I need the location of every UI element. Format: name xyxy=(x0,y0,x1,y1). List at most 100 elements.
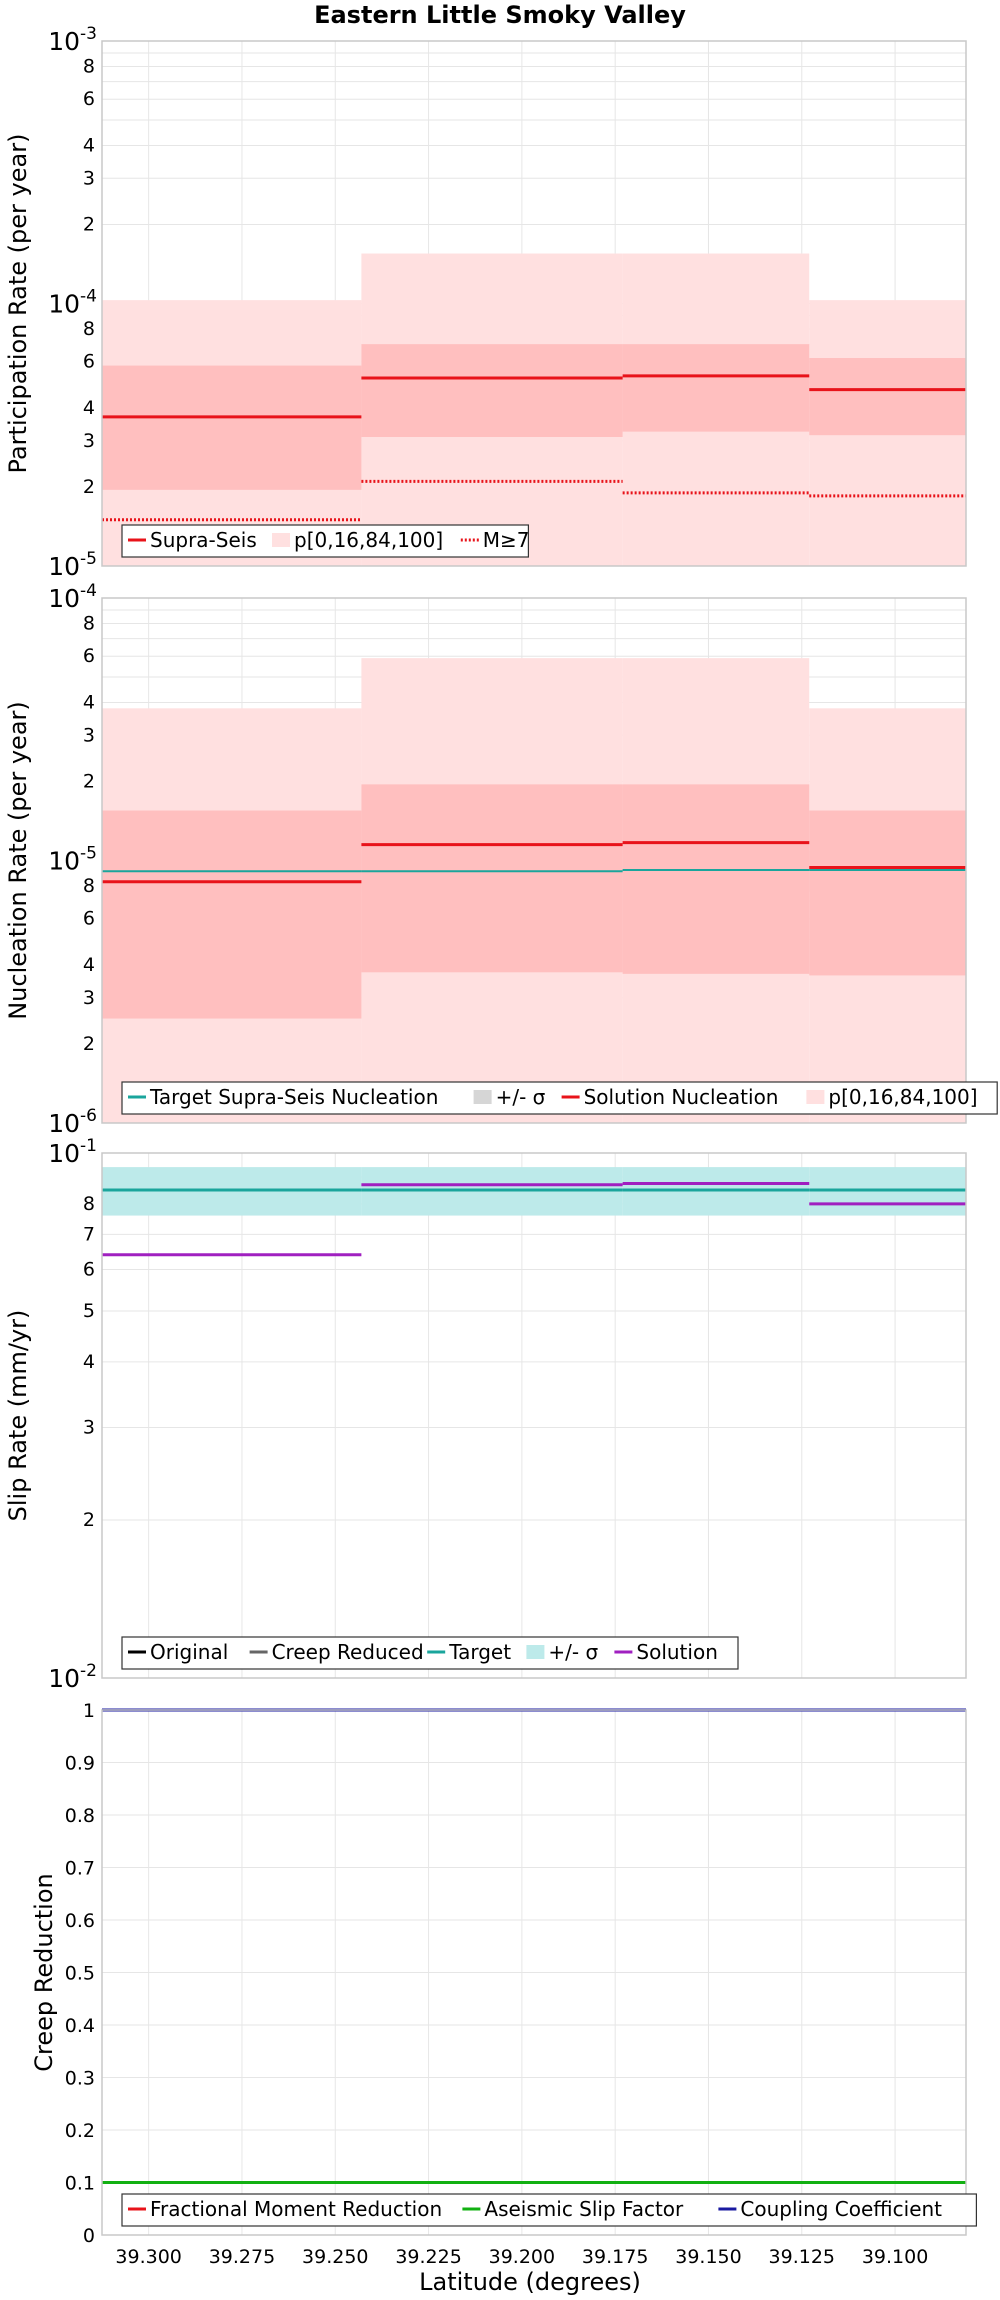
y-tick-label: 4 xyxy=(83,954,95,976)
x-tick-label: 39.125 xyxy=(769,2246,835,2268)
legend-label: Original xyxy=(150,1640,228,1664)
y-tick-label: 0.2 xyxy=(65,2120,95,2142)
y-tick-label: 5 xyxy=(83,1300,95,1322)
y-tick-label: 10-6 xyxy=(48,1106,97,1138)
y-tick-label: 8 xyxy=(83,1193,95,1215)
y-tick-label: 3 xyxy=(83,724,95,746)
x-tick-label: 39.200 xyxy=(489,2246,555,2268)
y-tick-label: 8 xyxy=(83,55,95,77)
y-tick-label: 10-5 xyxy=(48,844,97,876)
legend-4: Fractional Moment Reduction Aseismic Slip… xyxy=(121,2193,978,2227)
plot-area-4 xyxy=(102,1708,966,2184)
x-tick-label: 39.300 xyxy=(115,2246,181,2268)
y-tick-label: 4 xyxy=(83,1351,95,1373)
legend-2: Target Supra-Seis Nucleation +/- σ Solutio… xyxy=(121,1081,998,1115)
x-tick-label: 39.175 xyxy=(582,2246,648,2268)
y-tick-label: 6 xyxy=(83,908,95,930)
y-tick-label: 0 xyxy=(83,2225,95,2247)
y-axis-label: Creep Reduction xyxy=(30,1873,58,2071)
plot-frame xyxy=(101,1709,967,2236)
y-tick-label: 0.4 xyxy=(65,2015,95,2037)
legend-label: Target Supra-Seis Nucleation xyxy=(149,1085,438,1109)
figure-title: Eastern Little Smoky Valley xyxy=(314,1,686,29)
percentile-band-inner xyxy=(361,344,623,438)
x-tick-label: 39.250 xyxy=(302,2246,368,2268)
legend-label: Fractional Moment Reduction xyxy=(150,2197,442,2221)
x-tick-label: 39.275 xyxy=(209,2246,275,2268)
legend-label: p[0,16,84,100] xyxy=(828,1085,977,1109)
legend-label: M≥7 xyxy=(483,528,530,552)
y-axis-label: Slip Rate (mm/yr) xyxy=(4,1310,32,1522)
plot-area-3 xyxy=(102,1167,966,1257)
legend-label: Supra-Seis xyxy=(150,528,257,552)
percentile-band-inner xyxy=(622,344,810,432)
y-tick-label: 4 xyxy=(83,691,95,713)
y-tick-label: 6 xyxy=(83,645,95,667)
plot-area-1 xyxy=(102,253,966,566)
percentile-band-inner xyxy=(809,357,966,436)
y-tick-label: 2 xyxy=(83,1033,95,1055)
y-tick-label: 7 xyxy=(83,1223,95,1245)
y-tick-label: 10-2 xyxy=(48,1661,97,1693)
legend-label: Coupling Coefficient xyxy=(740,2197,942,2221)
y-tick-label: 10-3 xyxy=(48,24,97,56)
legend-box xyxy=(121,524,529,558)
y-tick-label: 0.5 xyxy=(65,1963,95,1985)
y-ticks-4: 0 0.1 0.2 0.3 0.4 0.5 0.6 0.7 0.8 0.9 1 xyxy=(65,1700,95,2247)
y-tick-label: 4 xyxy=(83,397,95,419)
plot-area-2 xyxy=(102,658,966,1123)
grid-3 xyxy=(102,1153,966,1679)
y-tick-label: 6 xyxy=(83,88,95,110)
y-tick-label: 8 xyxy=(83,875,95,897)
y-tick-label: 8 xyxy=(83,612,95,634)
y-tick-label: 2 xyxy=(83,770,95,792)
legend-label: +/- σ xyxy=(548,1640,598,1664)
y-tick-label: 0.9 xyxy=(65,1753,95,1775)
legend-3: Original Creep Reduced Target +/- σ Solution xyxy=(121,1636,739,1670)
panel-3: 10-2 2 3 4 6 8 5 7 10-1 Slip Rate (mm/yr) Original… xyxy=(4,1136,967,1693)
legend-label: p[0,16,84,100] xyxy=(294,528,443,552)
y-tick-label: 6 xyxy=(83,351,95,373)
x-tick-label: 39.100 xyxy=(862,2246,928,2268)
y-tick-label: 10-4 xyxy=(48,287,97,319)
y-tick-label: 2 xyxy=(83,1509,95,1531)
x-tick-label: 39.150 xyxy=(675,2246,741,2268)
y-tick-label: 2 xyxy=(83,213,95,235)
y-tick-label: 0.8 xyxy=(65,1805,95,1827)
legend-box xyxy=(121,1081,998,1115)
y-tick-label: 1 xyxy=(83,1700,95,1722)
percentile-band-inner xyxy=(809,810,966,976)
legend-box xyxy=(121,2193,978,2227)
x-tick-label: 39.225 xyxy=(395,2246,461,2268)
legend-label: Target xyxy=(448,1640,511,1664)
percentile-band-inner xyxy=(361,784,623,973)
y-tick-label: 10-5 xyxy=(48,549,97,581)
plot-frame xyxy=(101,1152,967,1679)
grid-4 xyxy=(102,1709,966,2236)
y-tick-label: 8 xyxy=(83,318,95,340)
legend-swatch xyxy=(526,1645,545,1659)
x-axis-label: Latitude (degrees) xyxy=(419,2268,641,2296)
legend-label: Solution Nucleation xyxy=(584,1085,779,1109)
plot-frame xyxy=(101,40,967,567)
y-tick-label: 6 xyxy=(83,1258,95,1280)
plot-frame xyxy=(101,597,967,1124)
y-tick-label: 2 xyxy=(83,476,95,498)
y-tick-label: 3 xyxy=(83,430,95,452)
legend-label: Aseismic Slip Factor xyxy=(484,2197,684,2221)
y-tick-label: 3 xyxy=(83,167,95,189)
legend-swatch xyxy=(806,1090,825,1104)
y-tick-label: 10-4 xyxy=(48,581,97,613)
legend-label: Creep Reduced xyxy=(272,1640,424,1664)
y-tick-label: 3 xyxy=(83,1417,95,1439)
y-tick-label: 0.3 xyxy=(65,2068,95,2090)
y-ticks-3: 10-2 2 3 4 6 8 5 7 10-1 xyxy=(48,1136,97,1693)
legend-label: Solution xyxy=(636,1640,717,1664)
y-tick-label: 10-1 xyxy=(48,1136,97,1168)
percentile-band-inner xyxy=(622,784,810,974)
